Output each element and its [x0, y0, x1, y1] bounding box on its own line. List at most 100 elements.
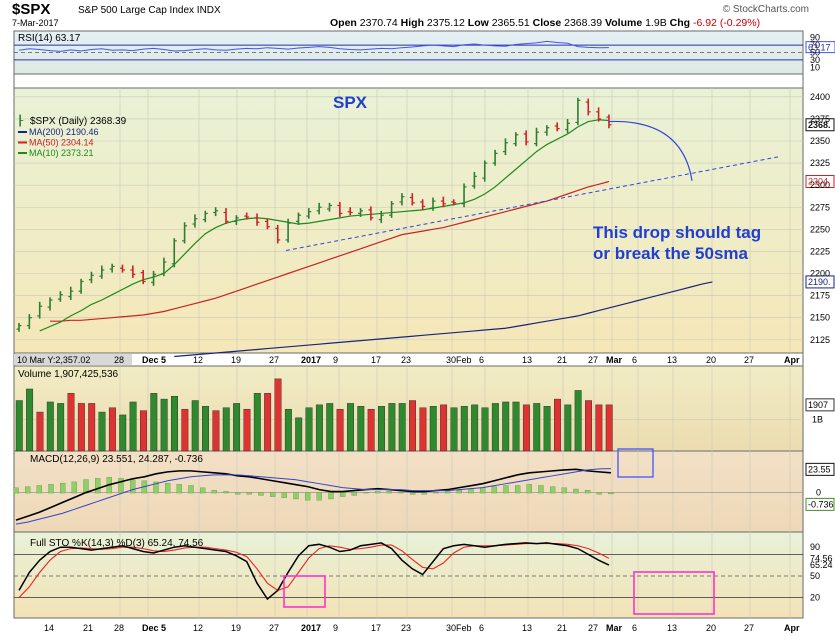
ma-line-2: [39, 119, 609, 332]
macd-hist-bar: [234, 492, 241, 495]
x2-label: 27: [269, 623, 279, 633]
volume-bar: [202, 406, 210, 452]
macd-hist-bar: [130, 479, 136, 494]
macd-hist-bar: [153, 481, 159, 494]
chg-value: -6.92 (-0.29%): [692, 17, 761, 29]
macd-title: MACD(12,26,9) 23.551, 24.287, -0.736: [30, 454, 203, 465]
sto-oversold-box: [283, 575, 326, 608]
macd-hist-bar: [200, 487, 206, 494]
volume-bar: [253, 393, 261, 452]
volume-bar: [160, 398, 168, 452]
price-title: $SPX (Daily) 2368.39: [30, 116, 127, 127]
volume-bar: [543, 406, 551, 452]
macd-hist-bar: [13, 487, 19, 494]
spx-banner: SPX: [333, 93, 368, 112]
volume-bar: [233, 403, 241, 452]
close-label: Close: [532, 17, 562, 29]
x2-label: 21: [83, 623, 93, 633]
volume-bar: [46, 401, 54, 452]
legend-1: MA(50) 2304.14: [29, 138, 94, 148]
volume-bar: [26, 388, 34, 452]
volume-bar: [502, 401, 510, 452]
volume-bar: [67, 393, 75, 452]
volume-bar: [191, 400, 199, 452]
price-tick: 2200: [810, 269, 830, 279]
macd-hist-bar: [409, 492, 416, 495]
price-tick: 2350: [810, 136, 830, 146]
rsi-tick: 50: [810, 48, 820, 58]
price-tag-1: 2304.: [808, 177, 831, 187]
volume-bar: [139, 410, 147, 452]
rsi-tick: 70: [810, 40, 820, 50]
x-label: 2017: [301, 355, 321, 365]
x2-label: 28: [114, 623, 124, 633]
macd-hist-bar: [246, 492, 252, 495]
price-tag-box-0: [805, 118, 835, 132]
volume-bar: [347, 403, 354, 452]
volume-tick-1: 1B: [812, 414, 823, 424]
volume-bar: [326, 403, 334, 452]
open-label: Open: [330, 17, 357, 29]
macd-hist-bar: [608, 492, 614, 495]
rsi-last-label: 63.17: [808, 43, 831, 53]
rsi-last-tag: [805, 41, 835, 54]
x2-label: 27: [744, 623, 754, 633]
volume-bar: [171, 395, 178, 452]
chart-date: 7-Mar-2017: [12, 18, 59, 28]
x-label: 27: [744, 355, 754, 365]
macd-hist-bar: [549, 486, 556, 494]
security-name: S&P 500 Large Cap Index INDX: [78, 5, 221, 16]
annotation-line-1: This drop should tag: [593, 223, 761, 242]
volume-bar: [212, 410, 220, 452]
price-tick: 2150: [810, 313, 830, 323]
price-tick: 2250: [810, 224, 830, 234]
date-readout: 10 Mar Y:2,357.02: [17, 355, 90, 365]
volume-bar: [88, 403, 96, 452]
price-tag-0: 2368.: [808, 120, 831, 130]
macd-hist-bar: [269, 492, 276, 497]
x-label: Dec 5: [142, 355, 166, 365]
macd-hist-bar: [165, 482, 171, 494]
volume-label: Volume: [605, 17, 643, 29]
volume-bar: [357, 406, 365, 452]
macd-hist-bar: [421, 492, 427, 495]
volume-bar: [378, 406, 385, 452]
macd-hist-bar: [60, 482, 66, 494]
macd-hist-bar: [304, 492, 311, 501]
price-tick: 2275: [810, 202, 830, 212]
legend-2: MA(10) 2373.21: [29, 148, 94, 158]
x-label: 12: [193, 355, 203, 365]
volume-bar: [460, 406, 468, 452]
volume-bar: [564, 404, 572, 452]
volume-bar: [388, 403, 396, 452]
volume-value: 1.9B: [645, 17, 667, 29]
high-label: High: [400, 17, 424, 29]
legend-0: MA(200) 2190.46: [29, 127, 99, 137]
macd-hist-bar: [363, 492, 369, 494]
x2-label: Apr: [784, 623, 800, 633]
volume-bar: [440, 404, 448, 452]
volume-bar: [481, 407, 489, 452]
volume-bar: [305, 407, 313, 452]
macd-tick-0: 23.55: [808, 464, 831, 474]
macd-hist-bar: [176, 484, 182, 494]
price-tick: 2325: [810, 158, 830, 168]
stockcharts-brand[interactable]: © StockCharts.com: [722, 4, 809, 15]
macd-highlight-box: [617, 448, 654, 478]
volume-bar: [315, 404, 323, 452]
low-value: 2365.51: [491, 17, 530, 29]
macd-signal-line: [15, 468, 611, 525]
price-tick: 2225: [810, 246, 830, 256]
x-label: 20: [706, 355, 716, 365]
price-tick: 2175: [810, 291, 830, 301]
rsi-title: RSI(14) 63.17: [18, 33, 81, 44]
macd-hist-bar: [596, 492, 602, 495]
sto-tick: 65.24: [810, 560, 833, 570]
macd-hist-bar: [188, 485, 194, 494]
ohlc-readout: Open 2370.74 High 2375.12 Low 2365.51 Cl…: [330, 17, 760, 29]
price-panel: [13, 87, 804, 354]
macd-hist-tag: [805, 497, 835, 511]
volume-bar: [554, 398, 561, 452]
macd-hist-bar: [573, 488, 579, 494]
